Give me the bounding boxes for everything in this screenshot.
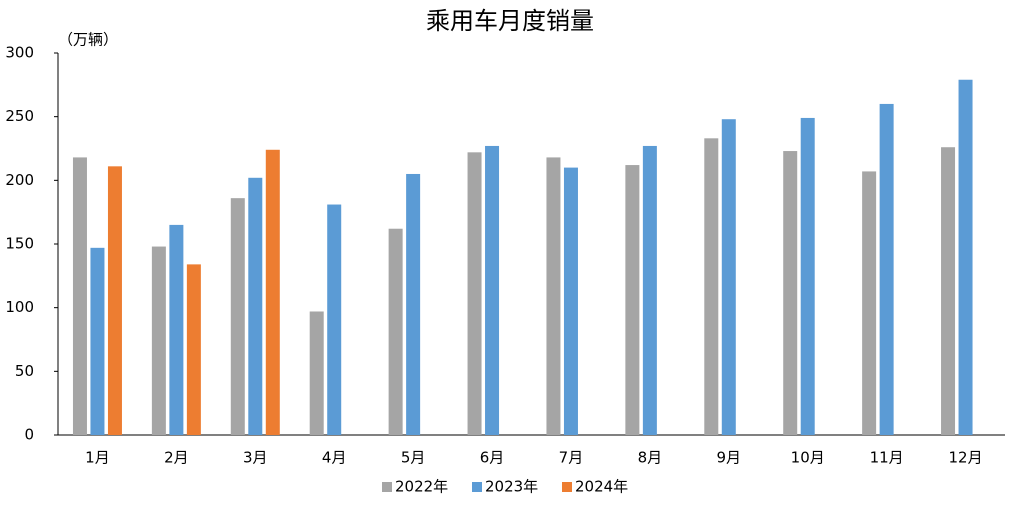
x-tick-label: 5月	[401, 449, 426, 467]
legend-label: 2022年	[395, 478, 448, 496]
bar	[327, 205, 341, 435]
x-tick-label: 10月	[791, 449, 825, 467]
bar	[468, 152, 482, 435]
bar	[959, 80, 973, 435]
y-tick-label: 0	[24, 426, 34, 444]
bar	[73, 157, 87, 435]
bar	[90, 248, 104, 435]
bar	[310, 311, 324, 435]
bar	[169, 225, 183, 435]
y-tick-label: 50	[15, 362, 34, 380]
bar	[546, 157, 560, 435]
y-tick-label: 250	[5, 107, 34, 125]
bar	[108, 166, 122, 435]
bar	[389, 229, 403, 435]
x-tick-label: 1月	[85, 449, 110, 467]
bar	[783, 151, 797, 435]
bar	[187, 264, 201, 435]
bar	[625, 165, 639, 435]
x-tick-label: 2月	[164, 449, 189, 467]
bar	[248, 178, 262, 435]
legend-label: 2023年	[485, 478, 538, 496]
bar	[941, 147, 955, 435]
bar	[722, 119, 736, 435]
x-tick-label: 12月	[948, 449, 982, 467]
x-tick-label: 9月	[717, 449, 742, 467]
bar	[152, 247, 166, 435]
x-tick-label: 11月	[870, 449, 904, 467]
bar	[704, 138, 718, 435]
y-tick-label: 300	[5, 44, 34, 62]
bar	[880, 104, 894, 435]
y-tick-label: 100	[5, 298, 34, 316]
legend-swatch	[562, 482, 572, 492]
y-axis-unit: （万辆）	[58, 31, 118, 49]
legend-label: 2024年	[575, 478, 628, 496]
legend-swatch	[472, 482, 482, 492]
x-tick-label: 8月	[638, 449, 663, 467]
x-tick-label: 4月	[322, 449, 347, 467]
bar	[266, 150, 280, 435]
y-tick-label: 200	[5, 171, 34, 189]
bar	[801, 118, 815, 435]
bar	[643, 146, 657, 435]
bar	[231, 198, 245, 435]
bar	[485, 146, 499, 435]
bar	[406, 174, 420, 435]
bar	[862, 171, 876, 435]
x-tick-label: 7月	[559, 449, 584, 467]
bar	[564, 168, 578, 435]
y-tick-label: 150	[5, 235, 34, 253]
x-tick-label: 6月	[480, 449, 505, 467]
chart-title: 乘用车月度销量	[426, 7, 594, 35]
legend-swatch	[382, 482, 392, 492]
x-tick-label: 3月	[243, 449, 268, 467]
